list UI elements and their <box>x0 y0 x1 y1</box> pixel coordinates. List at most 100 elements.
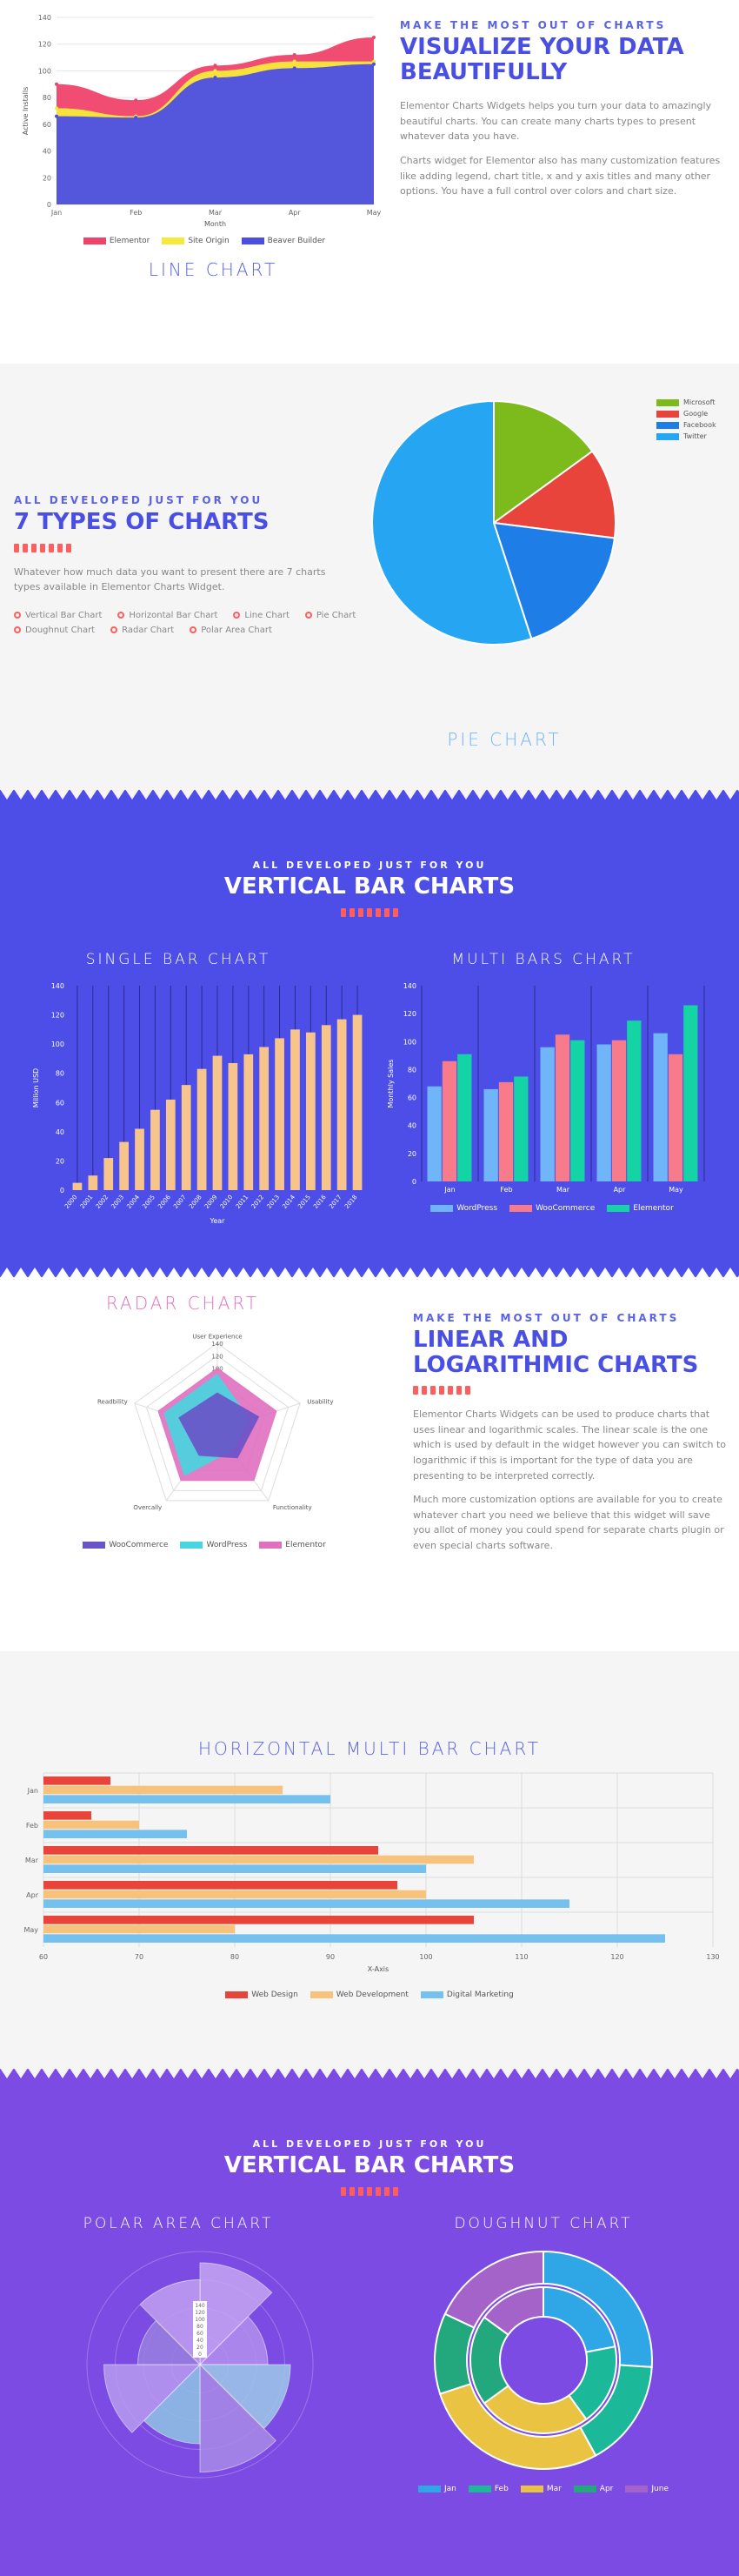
legend-item[interactable]: WooCommerce <box>509 1204 595 1213</box>
single-bar-title: SINGLE BAR CHART <box>85 951 271 968</box>
polar-chart-title: POLAR AREA CHART <box>83 2215 274 2232</box>
legend-item[interactable]: WordPress <box>180 1541 247 1549</box>
bar <box>165 1099 176 1190</box>
data-point <box>55 82 58 86</box>
legend-item[interactable]: Web Development <box>310 1991 409 1999</box>
bar-woocommerce <box>668 1054 683 1181</box>
y-tick-label: 40 <box>56 1128 64 1136</box>
legend-item[interactable]: Twitter <box>656 432 716 440</box>
bar-web-design <box>43 1776 110 1785</box>
radar-axis-label: Readbility <box>97 1398 128 1405</box>
r-tick-bg <box>193 2308 207 2316</box>
bar-web-design <box>43 1881 397 1890</box>
legend-item[interactable]: WooCommerce <box>83 1541 168 1549</box>
section4-paragraph-1: Elementor Charts Widgets can be used to … <box>413 1408 727 1482</box>
radar-axis-label: Overcally <box>133 1504 162 1511</box>
legend-label: Web Design <box>251 1991 298 1999</box>
legend-label: WordPress <box>206 1541 248 1549</box>
chart-type-item: Line Chart <box>233 611 290 620</box>
data-point <box>372 36 376 40</box>
section-polar-doughnut: ALL DEVELOPED JUST FOR YOU VERTICAL BAR … <box>0 2069 739 2576</box>
bar-woocommerce <box>442 1061 457 1181</box>
x-tick-label: Feb <box>500 1186 512 1194</box>
chart-type-item: Vertical Bar Chart <box>14 611 102 620</box>
section-radar: RADAR CHART 20406080100120140User Experi… <box>0 1277 739 1651</box>
legend-swatch <box>656 421 679 429</box>
section4-dashes <box>413 1386 726 1395</box>
legend-item[interactable]: Site Origin <box>162 237 230 245</box>
bar-digital-marketing <box>43 1795 330 1803</box>
legend-swatch <box>656 398 679 406</box>
legend-item[interactable]: Beaver Builder <box>241 237 325 245</box>
r-tick-label: 140 <box>195 2303 205 2309</box>
legend-item[interactable]: Elementor <box>259 1541 326 1549</box>
legend-swatch <box>625 2486 649 2492</box>
legend-item[interactable]: Mar <box>520 2485 562 2493</box>
bar-digital-marketing <box>43 1899 569 1908</box>
x-tick-label: 2005 <box>141 1194 156 1210</box>
legend-item[interactable]: Facebook <box>656 421 716 429</box>
bar <box>306 1032 316 1190</box>
legend-item[interactable]: Feb <box>468 2485 509 2493</box>
r-tick-bg <box>193 2329 207 2337</box>
legend-item[interactable]: Jan <box>418 2485 456 2493</box>
section3-eyebrow: ALL DEVELOPED JUST FOR YOU <box>252 860 487 871</box>
legend-item[interactable]: WordPress <box>430 1204 497 1213</box>
legend-swatch <box>162 238 185 244</box>
doughnut-chart-title: DOUGHNUT CHART <box>454 2215 633 2232</box>
legend-label: Facebook <box>683 421 716 429</box>
y-tick-label: 120 <box>51 1012 64 1020</box>
r-tick-label: 40 <box>196 2338 203 2344</box>
bar <box>196 1068 207 1190</box>
data-point <box>292 66 296 70</box>
y-tick-label: 60 <box>408 1094 416 1102</box>
legend-item[interactable]: June <box>625 2485 669 2493</box>
legend-swatch <box>430 1205 454 1212</box>
bar-web-development <box>43 1890 426 1899</box>
legend-item[interactable]: Apr <box>573 2485 613 2493</box>
legend-label: WooCommerce <box>536 1204 596 1213</box>
x-tick-label: 2011 <box>235 1194 250 1210</box>
bar-wordpress <box>540 1047 555 1181</box>
polar-segment <box>143 2363 201 2445</box>
section1-eyebrow: MAKE THE MOST OUT OF CHARTS <box>400 19 667 31</box>
y-tick-label: 0 <box>47 201 51 209</box>
line-chart: 0 20 40 60 80 100 120 140 Jan Feb Mar Apr May Month Ac… <box>22 14 382 228</box>
section1-paragraph-2: Charts widget for Elementor also has man… <box>400 154 721 197</box>
section-horizontal-bar: HORIZONTAL MULTI BAR CHART 60 70 80 90 100 11… <box>0 1651 739 2069</box>
x-tick-label: 2000 <box>63 1194 79 1210</box>
legend-item[interactable]: Elementor <box>607 1204 674 1213</box>
legend-swatch <box>241 238 264 244</box>
legend-label: Feb <box>494 2485 509 2493</box>
pie-slice-microsoft <box>493 399 594 525</box>
legend-label: Mar <box>546 2485 562 2493</box>
x-tick-label: 2012 <box>250 1194 266 1210</box>
outer-segment-june <box>443 2250 544 2329</box>
section6-title: VERTICAL BAR CHARTS <box>223 2152 516 2178</box>
legend-label: Elementor <box>109 237 150 245</box>
line-chart-title: LINE CHART <box>148 259 278 280</box>
y-axis-title: Million USD <box>32 1068 40 1107</box>
y-tick-label: 60 <box>43 121 51 129</box>
chart-type-item: Pie Chart <box>305 611 356 620</box>
r-tick-label: 140 <box>211 1341 223 1348</box>
y-tick-label: 80 <box>43 94 51 102</box>
section-vertical-bar: ALL DEVELOPED JUST FOR YOU VERTICAL BAR … <box>0 790 739 1277</box>
legend-item[interactable]: Elementor <box>83 237 150 245</box>
legend-item[interactable]: Google <box>656 410 716 418</box>
r-tick-bg <box>193 2350 207 2358</box>
bar <box>119 1141 129 1190</box>
legend-item[interactable]: Digital Marketing <box>420 1991 514 1999</box>
chart-type-item: Horizontal Bar Chart <box>117 611 217 620</box>
legend-item[interactable]: Microsoft <box>656 398 716 406</box>
x-tick-label: Mar <box>556 1186 570 1194</box>
x-tick-label: 80 <box>230 1953 239 1961</box>
r-tick-bg <box>193 2343 207 2351</box>
legend-item[interactable]: Web Design <box>225 1991 298 1999</box>
legend-swatch <box>607 1205 630 1212</box>
x-tick-label: 2010 <box>219 1194 235 1210</box>
doughnut-legend: Jan Feb Mar Apr June <box>400 2485 687 2493</box>
legend-label: Jan <box>444 2485 456 2493</box>
bar-elementor <box>627 1020 642 1181</box>
y-tick-label: 20 <box>43 174 51 182</box>
